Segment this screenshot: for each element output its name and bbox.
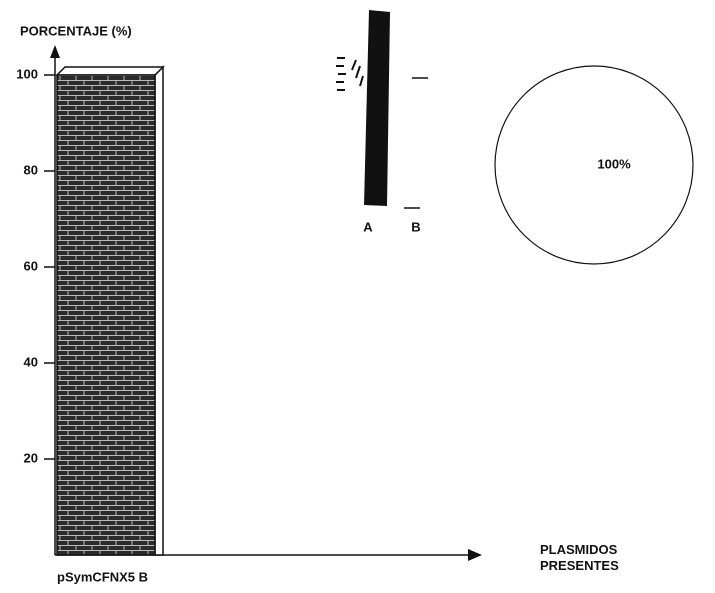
x-tick-label: pSymCFNX5 B xyxy=(57,569,148,584)
y-tick-label: 40 xyxy=(24,354,38,369)
bar-side xyxy=(155,67,163,555)
pie-slice xyxy=(495,66,693,264)
gel-lane-label: B xyxy=(411,219,420,234)
x-arrow xyxy=(468,549,482,561)
y-tick-label: 80 xyxy=(24,162,38,177)
page: PORCENTAJE (%) A B 20 40 60 80 100 pSymCFNX5 … xyxy=(0,0,715,593)
bar-top xyxy=(57,67,163,75)
pie-label: 100% xyxy=(597,156,631,171)
gel-band-a xyxy=(364,10,390,206)
y-tick-label: 100 xyxy=(16,66,38,81)
gel-smear xyxy=(336,58,363,90)
bar xyxy=(57,75,155,555)
gel-lane-label: A xyxy=(363,219,373,234)
y-tick-label: 20 xyxy=(24,450,38,465)
chart: PORCENTAJE (%) A B 20 40 60 80 100 pSymCFNX5 … xyxy=(0,0,715,593)
y-tick-label: 60 xyxy=(24,258,38,273)
x-axis-label: PLASMIDOS PRESENTES xyxy=(540,542,640,574)
y-axis-label: PORCENTAJE (%) xyxy=(20,23,132,38)
y-arrow xyxy=(50,45,60,58)
